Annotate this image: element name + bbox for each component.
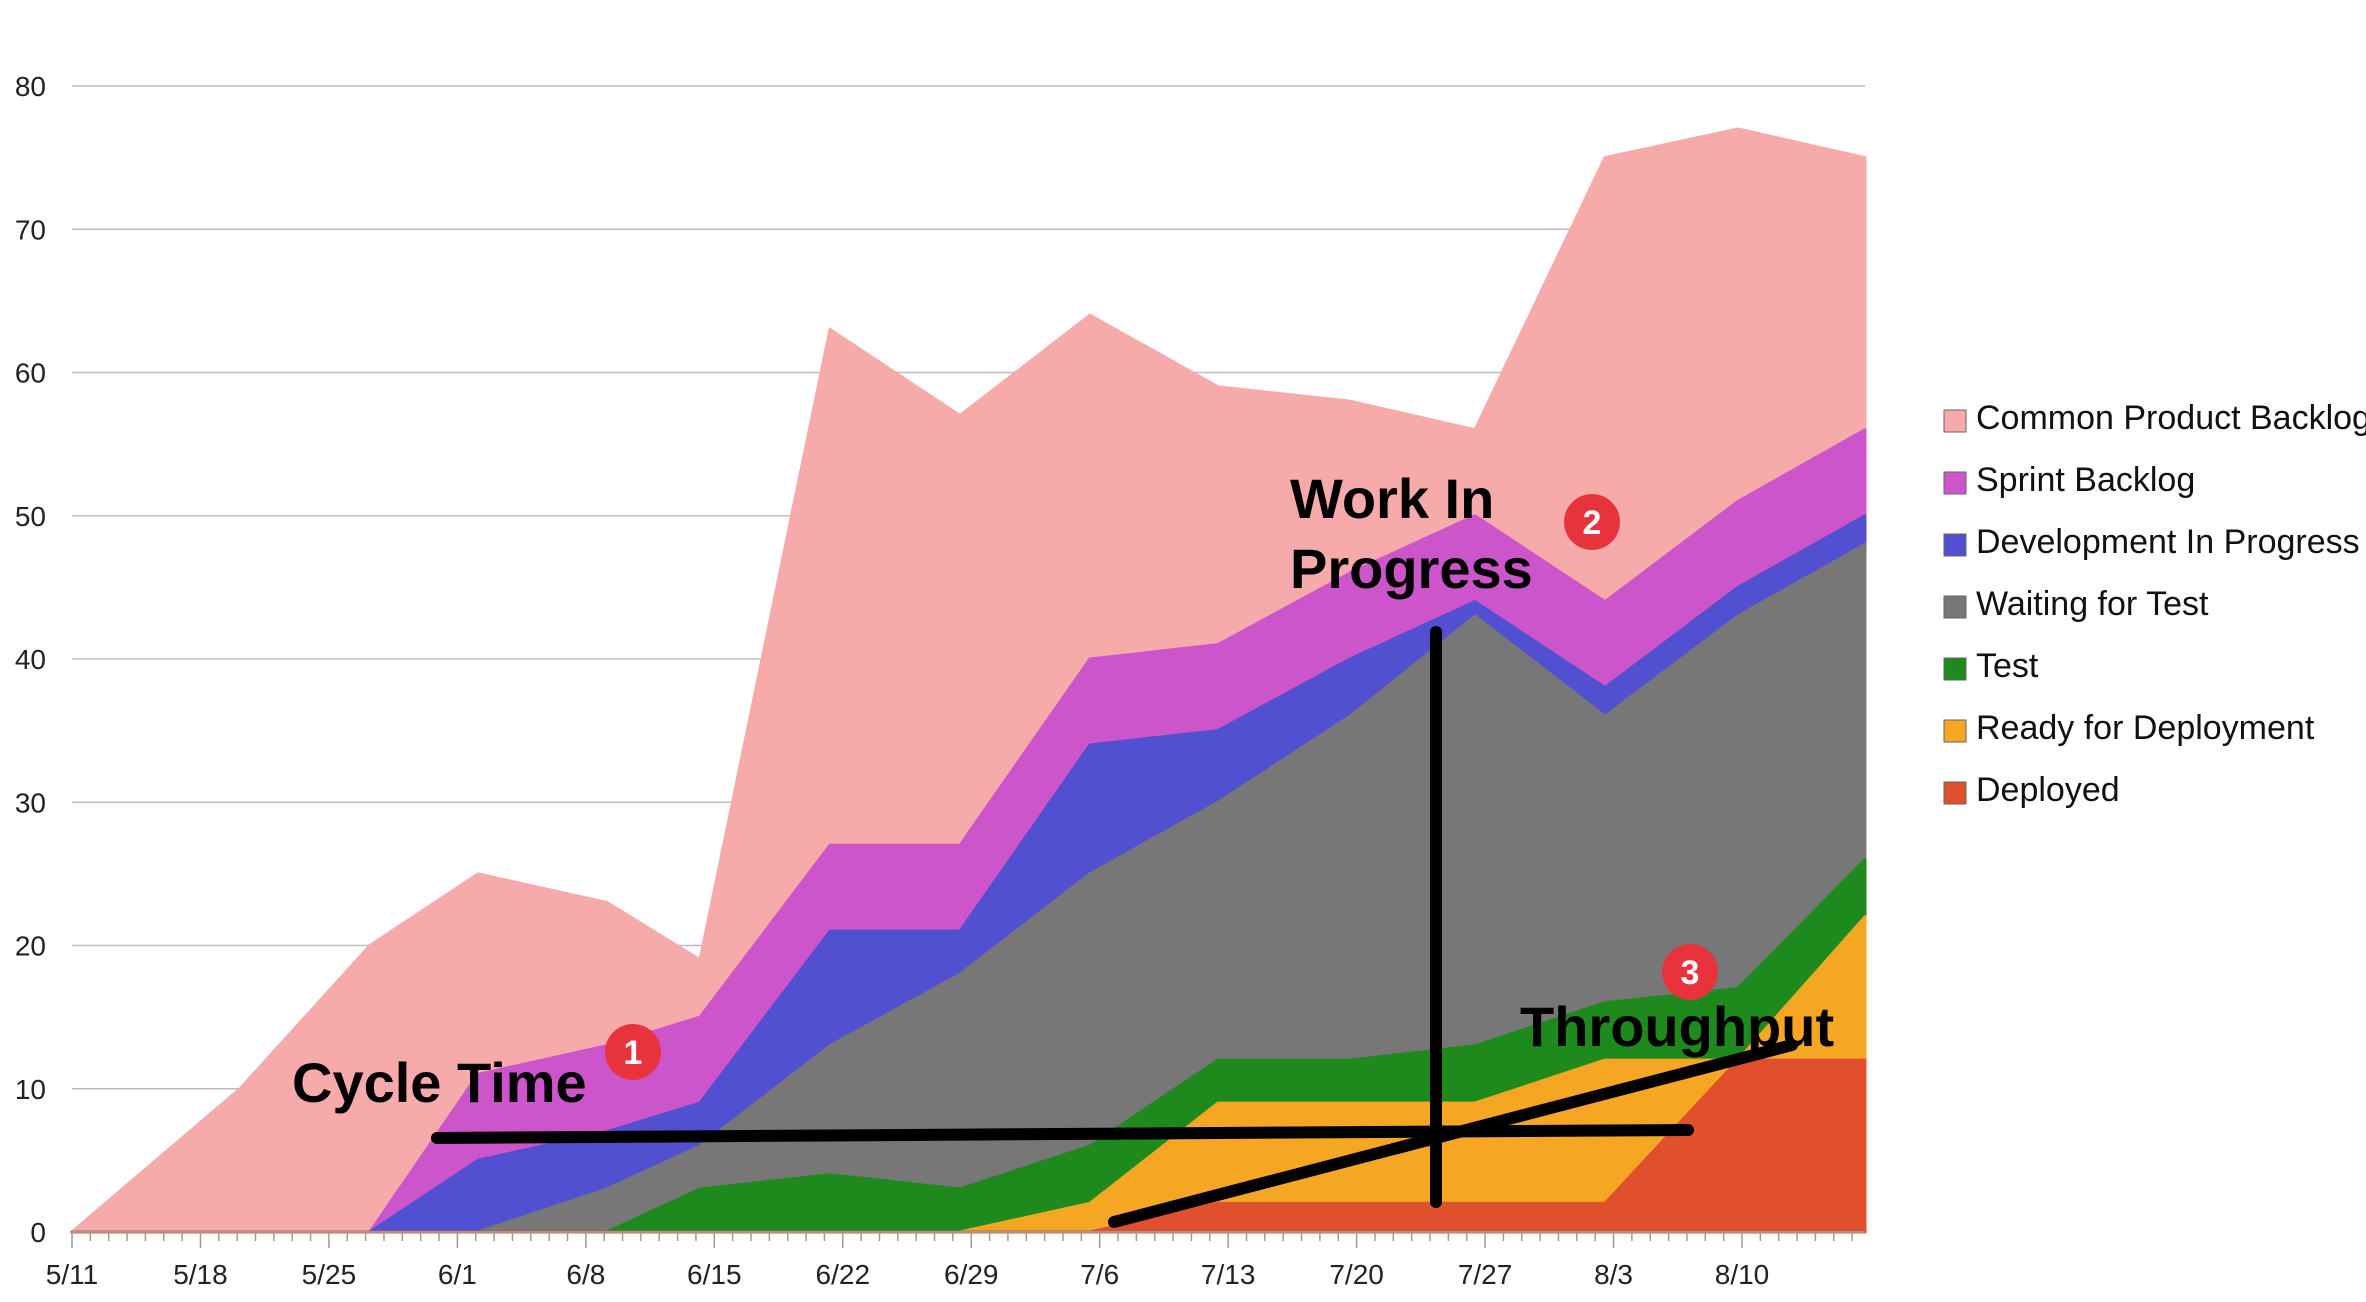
legend-label-waiting-for-test: Waiting for Test	[1976, 585, 2209, 623]
wip-label-line1: Work In	[1290, 467, 1494, 530]
y-tick-label: 0	[30, 1217, 46, 1248]
legend-label-sprint-backlog: Sprint Backlog	[1976, 461, 2195, 499]
legend-swatch-sprint-backlog	[1943, 471, 1967, 495]
x-tick-label: 6/22	[816, 1259, 871, 1290]
throughput-line	[1108, 1039, 1798, 1228]
y-tick-label: 60	[15, 358, 46, 389]
legend-swatch-deployed	[1943, 781, 1967, 805]
badge-2-circle	[1564, 494, 1620, 550]
legend-swatch-development-in-progress	[1943, 533, 1967, 557]
x-tick-label: 7/13	[1201, 1259, 1256, 1290]
area-series	[70, 127, 1867, 1234]
legend: Common Product Backlog Sprint Backlog Deve…	[1943, 399, 2366, 809]
x-tick-label: 6/8	[566, 1259, 605, 1290]
cycle-time-label: Cycle Time	[292, 1051, 587, 1114]
legend-label-ready-for-deployment: Ready for Deployment	[1976, 709, 2315, 747]
legend-label-deployed: Deployed	[1976, 771, 2120, 809]
axes: 0 10 20 30 40 50 60 70 80 5/11 5/18 5/25 6/1 6/8 6/15 6…	[15, 71, 1865, 1290]
badge-3-number: 3	[1681, 954, 1700, 992]
y-tick-label: 80	[15, 71, 46, 102]
x-tick-label: 6/29	[944, 1259, 999, 1290]
x-tick-label: 8/3	[1594, 1259, 1633, 1290]
legend-label-development-in-progress: Development In Progress	[1976, 523, 2360, 561]
badge-1-number: 1	[624, 1034, 643, 1072]
x-tick-label: 8/10	[1715, 1259, 1770, 1290]
badge-1-circle	[605, 1024, 661, 1080]
legend-swatch-test	[1943, 657, 1967, 681]
x-tick-label: 5/11	[46, 1259, 98, 1290]
badge-2-number: 2	[1583, 504, 1602, 542]
annotations: Cycle Time Work In Progress Throughput 1 2 3	[292, 467, 1834, 1228]
x-tick-label: 5/18	[173, 1259, 228, 1290]
x-tick-label: 7/27	[1458, 1259, 1513, 1290]
legend-swatch-waiting-for-test	[1943, 595, 1967, 619]
x-tick-label: 6/15	[687, 1259, 742, 1290]
legend-swatch-ready-for-deployment	[1943, 719, 1967, 743]
y-tick-label: 20	[15, 931, 46, 962]
x-tick-label: 5/25	[302, 1259, 357, 1290]
legend-label-common-product-backlog: Common Product Backlog	[1976, 399, 2366, 437]
y-tick-label: 50	[15, 501, 46, 532]
badge-3-circle	[1662, 944, 1718, 1000]
x-tick-label: 7/6	[1080, 1259, 1119, 1290]
wip-label-line2: Progress	[1290, 537, 1533, 600]
y-tick-label: 40	[15, 644, 46, 675]
legend-swatch-common-product-backlog	[1943, 409, 1967, 433]
throughput-label: Throughput	[1520, 995, 1834, 1058]
y-tick-label: 10	[15, 1074, 46, 1105]
y-tick-label: 70	[15, 214, 46, 245]
x-tick-label: 7/20	[1329, 1259, 1384, 1290]
legend-label-test: Test	[1976, 647, 2039, 685]
cycle-time-line	[431, 1124, 1694, 1144]
y-tick-label: 30	[15, 787, 46, 818]
x-tick-label: 6/1	[438, 1259, 477, 1290]
